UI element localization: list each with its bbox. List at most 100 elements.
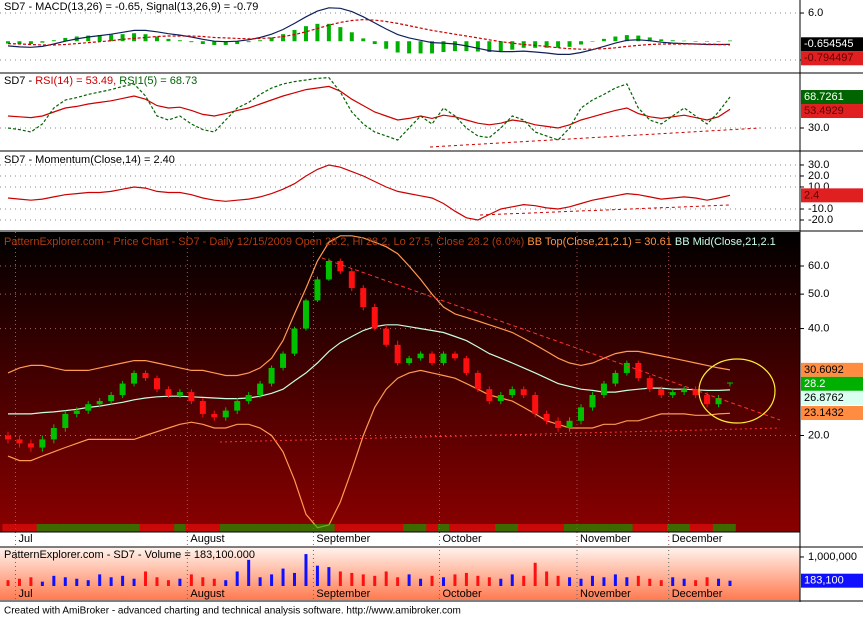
series-line [7,18,731,50]
volume-bar [86,580,90,586]
candle-body [16,439,23,444]
ribbon [288,524,301,532]
histogram-bar [235,41,240,45]
ribbon [220,524,232,532]
histogram-bar [212,41,217,45]
ribbon [644,524,656,532]
volume-bar [121,575,125,586]
value-box-label: 68.7261 [804,91,844,103]
candle-body [314,279,321,301]
volume-bar [419,578,423,586]
volume-bar [361,574,365,586]
volume-bar [235,571,239,586]
value-box-label: 23.1432 [804,407,844,419]
candle-body [291,328,298,354]
ribbon [666,524,679,532]
candle-body [623,362,630,373]
ribbon [357,524,370,532]
volume-bar [556,575,560,586]
series-line [7,369,731,529]
ribbon [483,524,496,532]
ribbon [105,524,117,532]
candle-body [486,389,493,402]
candle-body [234,401,241,411]
volume-bar [373,575,377,586]
histogram-bar [281,34,286,42]
value-box-label: -0.794497 [804,52,854,64]
x-tick-label: September [316,588,370,600]
histogram-bar [28,41,33,45]
volume-bar [384,571,388,586]
highlight-ellipse [698,358,776,424]
volume-bar [98,574,102,586]
x-tick-label: October [442,533,481,545]
histogram-bar [487,41,492,53]
volume-bar [17,578,21,586]
ribbon [162,524,175,532]
volume-bar [453,574,457,586]
candle-body [62,413,69,428]
histogram-bar [384,41,389,49]
histogram-bar [109,34,114,42]
panel-title: SD7 - RSI(14) = 53.49, RSI1(5) = 68.73 [4,75,197,87]
title-part: PatternExplorer.com - SD7 - Volume = 183… [4,549,255,561]
y-tick-label: 50.0 [808,288,829,300]
ribbon [609,524,622,532]
volume-bar [178,578,182,586]
histogram-bar [533,41,538,48]
price-panel-bg [0,232,800,532]
series-line [8,324,731,415]
ribbon [391,524,404,532]
ribbon [116,524,129,532]
candle-body [188,392,195,402]
value-box [801,390,863,405]
candle-body [497,395,504,402]
histogram-bar [693,41,698,42]
ribbon [575,524,587,532]
volume-bar [281,568,285,586]
volume-bar [304,554,308,586]
ribbon [36,524,49,532]
histogram-bar [40,41,45,43]
volume-bar [350,572,354,586]
ribbon [128,524,140,532]
volume-bar [464,572,468,586]
ribbon [151,524,163,532]
volume-bar [338,571,342,586]
panel-title: SD7 - Momentum(Close,14) = 2.40 [4,154,175,166]
ribbon [655,524,668,532]
candle-body [383,328,390,345]
ribbon [437,524,450,532]
volume-bar [155,577,159,586]
candle-body [532,395,539,414]
ribbon [701,524,713,532]
volume-bar [247,559,251,586]
value-box-label: 30.6092 [804,364,844,376]
ribbon [265,524,278,532]
volume-bar [63,577,67,586]
candle-body [406,358,413,363]
value-box-label: -0.654545 [804,38,854,50]
candle-body [635,362,642,379]
ribbon [48,524,60,532]
histogram-bar [705,41,710,42]
value-box [801,104,863,119]
volume-bar [6,580,10,586]
histogram-bar [498,41,503,52]
candle-body [612,372,619,384]
ribbon [231,524,244,532]
candle-body [348,271,355,289]
histogram-bar [624,35,629,42]
histogram-bar [258,40,263,42]
candle-body [371,307,378,329]
volume-bar [636,575,640,586]
y-tick-label: -20.0 [808,214,833,226]
ribbon [197,524,209,532]
value-box-label: 183,100 [804,575,844,587]
y-tick-label: 30.0 [808,122,829,134]
volume-bar [293,572,297,586]
ribbon [403,524,415,532]
histogram-bar [372,41,377,45]
value-box [801,405,863,420]
ribbon [2,524,14,532]
